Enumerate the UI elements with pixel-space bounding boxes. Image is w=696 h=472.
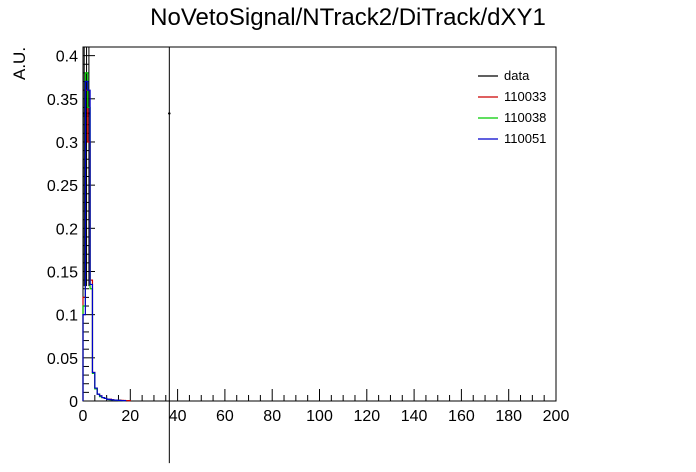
- x-tick-label: 60: [216, 408, 234, 425]
- y-tick-label: 0: [69, 394, 78, 411]
- chart-title: NoVetoSignal/NTrack2/DiTrack/dXY1: [150, 4, 546, 31]
- x-tick-label: 120: [353, 408, 380, 425]
- x-tick-label: 20: [121, 408, 139, 425]
- series-110051-line: [82, 80, 127, 402]
- x-tick-label: 160: [448, 408, 475, 425]
- legend: data 110033 110038 110051: [478, 68, 546, 146]
- y-tick-label: 0.05: [47, 351, 78, 368]
- y-tick-label: 0.2: [56, 221, 78, 238]
- legend-label-110038: 110038: [504, 110, 546, 125]
- x-tick-label: 40: [169, 408, 187, 425]
- legend-label-data: data: [504, 68, 530, 83]
- series-layer: [82, 47, 171, 464]
- x-tick-label: 180: [495, 408, 522, 425]
- plot-frame: [82, 46, 557, 402]
- y-tick-label: 0.25: [47, 178, 78, 195]
- x-tick-label: 140: [401, 408, 428, 425]
- legend-label-110051: 110051: [504, 131, 546, 146]
- y-tick-label: 0.1: [56, 308, 78, 325]
- y-tick-label: 0.15: [47, 264, 78, 281]
- data-point-marker: [168, 112, 171, 115]
- data-point: [168, 47, 171, 464]
- y-tick-label: 0.4: [56, 49, 78, 66]
- plot-border: [82, 46, 557, 402]
- x-tick-label: 80: [263, 408, 281, 425]
- y-tick-label: 0.35: [47, 92, 78, 109]
- x-axis-ticks: 0 20 40 60 80 100 120 140 160 180 200: [79, 389, 570, 425]
- x-tick-label: 0: [79, 408, 88, 425]
- y-tick-label: 0.3: [56, 135, 78, 152]
- x-tick-label: 100: [306, 408, 333, 425]
- x-tick-label: 200: [543, 408, 570, 425]
- legend-label-110033: 110033: [504, 89, 546, 104]
